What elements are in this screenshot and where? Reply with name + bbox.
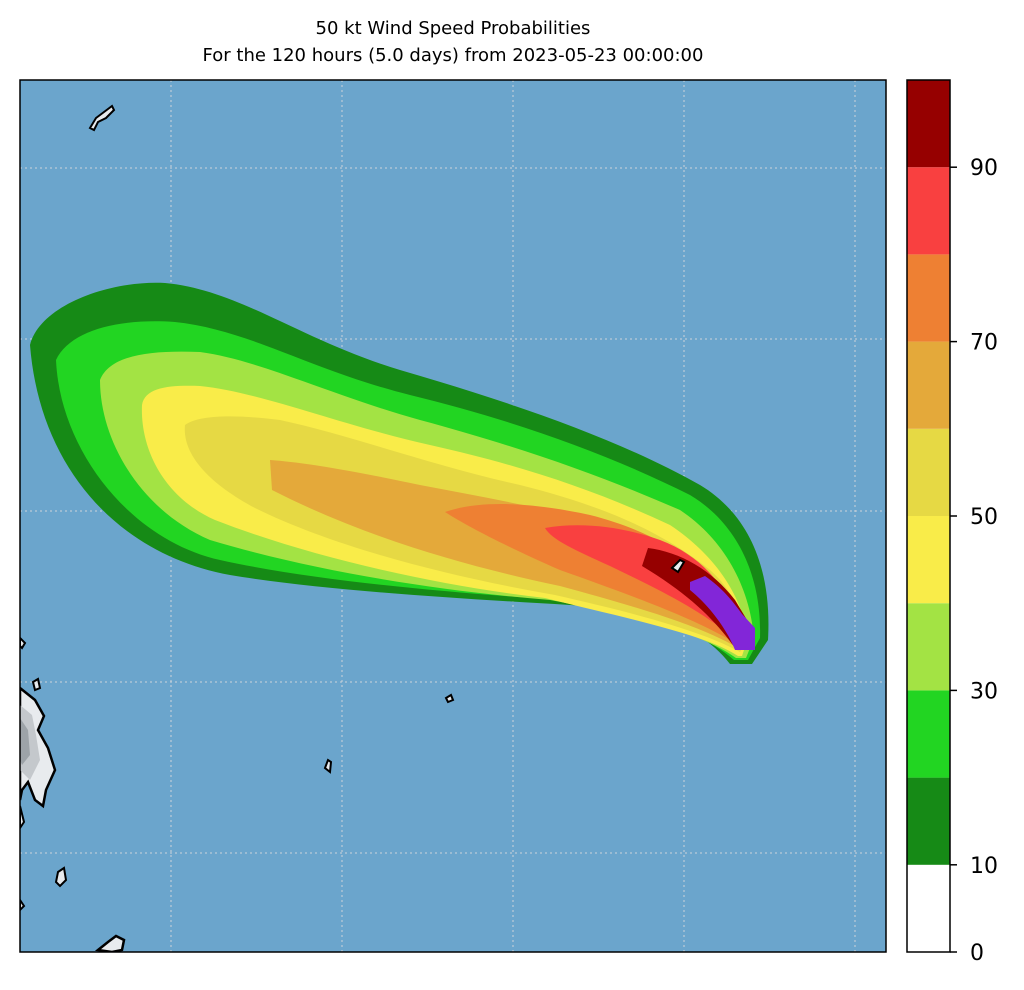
colorbar-segment-40: [907, 516, 950, 604]
island-mid-1: [444, 693, 455, 704]
colorbar-tick-label-70: 70: [970, 331, 998, 356]
swath-band-60-70: [270, 460, 738, 648]
colorbar-segment-20: [907, 690, 950, 778]
swath-band-70-80: [445, 504, 738, 645]
chart-title: 50 kt Wind Speed Probabilities: [315, 18, 591, 39]
probability-swath: [30, 282, 769, 664]
colorbar-segment-30: [907, 603, 950, 691]
island-south: [94, 934, 126, 952]
island-in-swath: [670, 558, 686, 574]
colorbar-segment-90: [907, 80, 950, 168]
colorbar-tick-label-0: 0: [970, 941, 984, 966]
colorbar-segment-10: [907, 777, 950, 865]
colorbar-segment-70: [907, 254, 950, 342]
island-mid-2: [323, 758, 333, 774]
island-sw-1: [54, 866, 68, 888]
island-sw-2: [20, 898, 26, 912]
colorbar: 0 10 30 50 70 90: [906, 79, 998, 966]
swath-band-80-90: [545, 525, 738, 642]
colorbar-segment-80: [907, 167, 950, 255]
map-frame: [19, 79, 887, 953]
colorbar-tick-label-30: 30: [970, 679, 998, 704]
colorbar-segment-0: [907, 864, 950, 952]
colorbar-tick-label-90: 90: [970, 156, 998, 181]
island-north: [88, 104, 116, 132]
colorbar-segment-50: [907, 428, 950, 516]
colorbar-tick-label-50: 50: [970, 505, 998, 530]
map-panel: [20, 80, 886, 952]
land-fragment: [20, 805, 26, 830]
island-nw-2: [31, 677, 42, 692]
land-west: [20, 636, 126, 952]
chart-subtitle: For the 120 hours (5.0 days) from 2023-0…: [202, 45, 704, 66]
colorbar-tick-label-10: 10: [970, 854, 998, 879]
swath-band-100: [690, 576, 755, 650]
land-elevation-high: [20, 718, 30, 765]
island-nw-1: [20, 636, 27, 650]
colorbar-segment-60: [907, 341, 950, 429]
